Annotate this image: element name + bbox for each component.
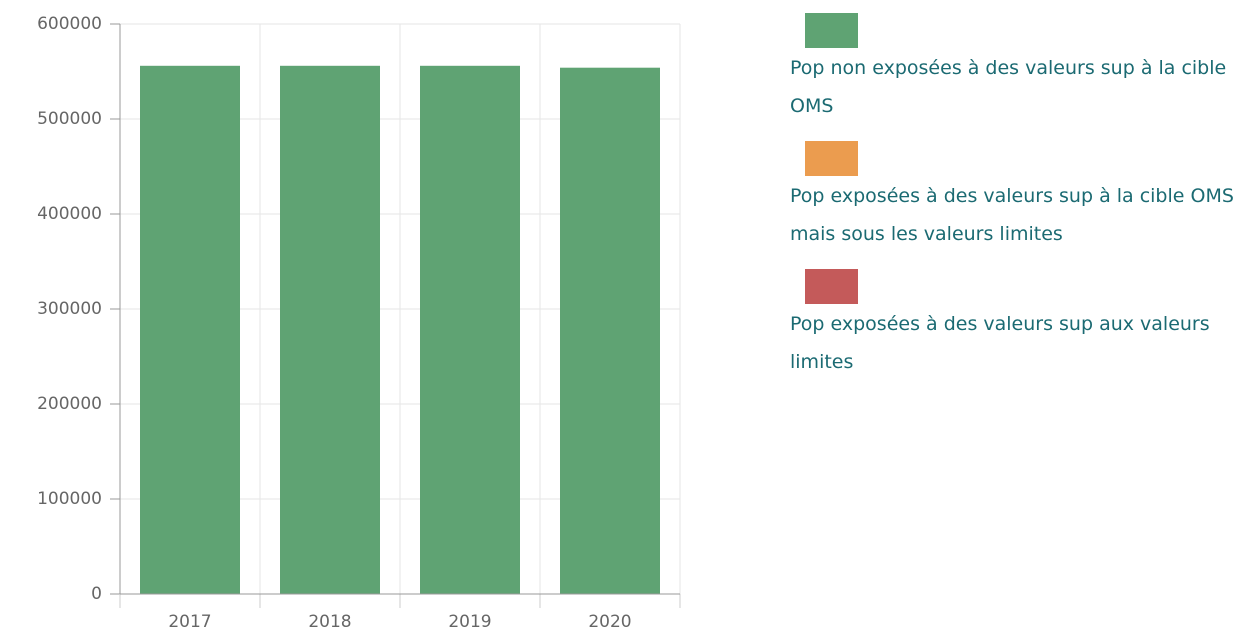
legend-label: Pop non exposées à des valeurs sup à la …	[790, 57, 1227, 117]
x-tick-label: 2019	[448, 612, 491, 631]
legend-swatch	[805, 269, 858, 304]
legend-label: Pop exposées à des valeurs sup aux valeu…	[790, 313, 1210, 373]
legend-item: Pop exposées à des valeurs sup aux valeu…	[790, 269, 1258, 381]
x-tick-label: 2020	[588, 612, 631, 631]
legend-item: Pop exposées à des valeurs sup à la cibl…	[790, 141, 1258, 253]
y-tick-label: 100000	[37, 489, 102, 509]
x-tick-label: 2018	[308, 612, 351, 631]
chart: 0 100000 200000 300000 400000 500000 600000 201…	[37, 14, 681, 631]
y-tick-label: 500000	[37, 109, 102, 129]
bar-segment	[560, 67, 660, 594]
bar-segment	[280, 65, 380, 595]
y-tick-label: 200000	[37, 394, 102, 414]
legend-item: Pop non exposées à des valeurs sup à la …	[790, 13, 1258, 125]
legend: Pop non exposées à des valeurs sup à la …	[790, 13, 1258, 397]
y-tick-label: 0	[91, 584, 102, 604]
legend-swatch	[805, 141, 858, 176]
y-tick-label: 400000	[37, 204, 102, 224]
y-tick-label: 600000	[37, 14, 102, 34]
legend-swatch	[805, 13, 858, 48]
legend-label: Pop exposées à des valeurs sup à la cibl…	[790, 185, 1234, 245]
y-tick-label: 300000	[37, 299, 102, 319]
bar-segment	[140, 65, 240, 595]
x-tick-label: 2017	[168, 612, 211, 631]
bar-segment	[420, 65, 520, 595]
